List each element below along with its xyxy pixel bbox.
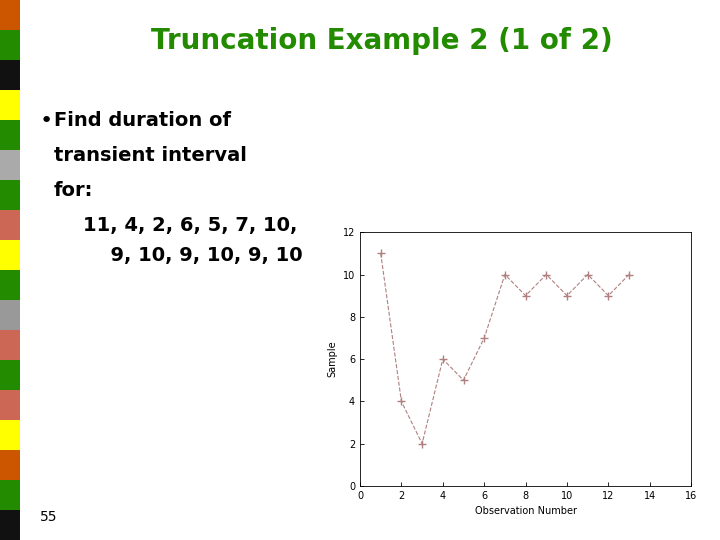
Text: 11, 4, 2, 6, 5, 7, 10,: 11, 4, 2, 6, 5, 7, 10, bbox=[83, 216, 297, 235]
Text: 55: 55 bbox=[40, 510, 57, 524]
Text: •: • bbox=[40, 111, 53, 131]
Y-axis label: Sample: Sample bbox=[327, 341, 337, 377]
Text: for:: for: bbox=[54, 181, 94, 200]
X-axis label: Observation Number: Observation Number bbox=[474, 507, 577, 516]
Text: Find duration of: Find duration of bbox=[54, 111, 231, 130]
Text: Truncation Example 2 (1 of 2): Truncation Example 2 (1 of 2) bbox=[150, 27, 613, 55]
Text: transient interval: transient interval bbox=[54, 146, 247, 165]
Text: 9, 10, 9, 10, 9, 10: 9, 10, 9, 10, 9, 10 bbox=[97, 246, 303, 265]
